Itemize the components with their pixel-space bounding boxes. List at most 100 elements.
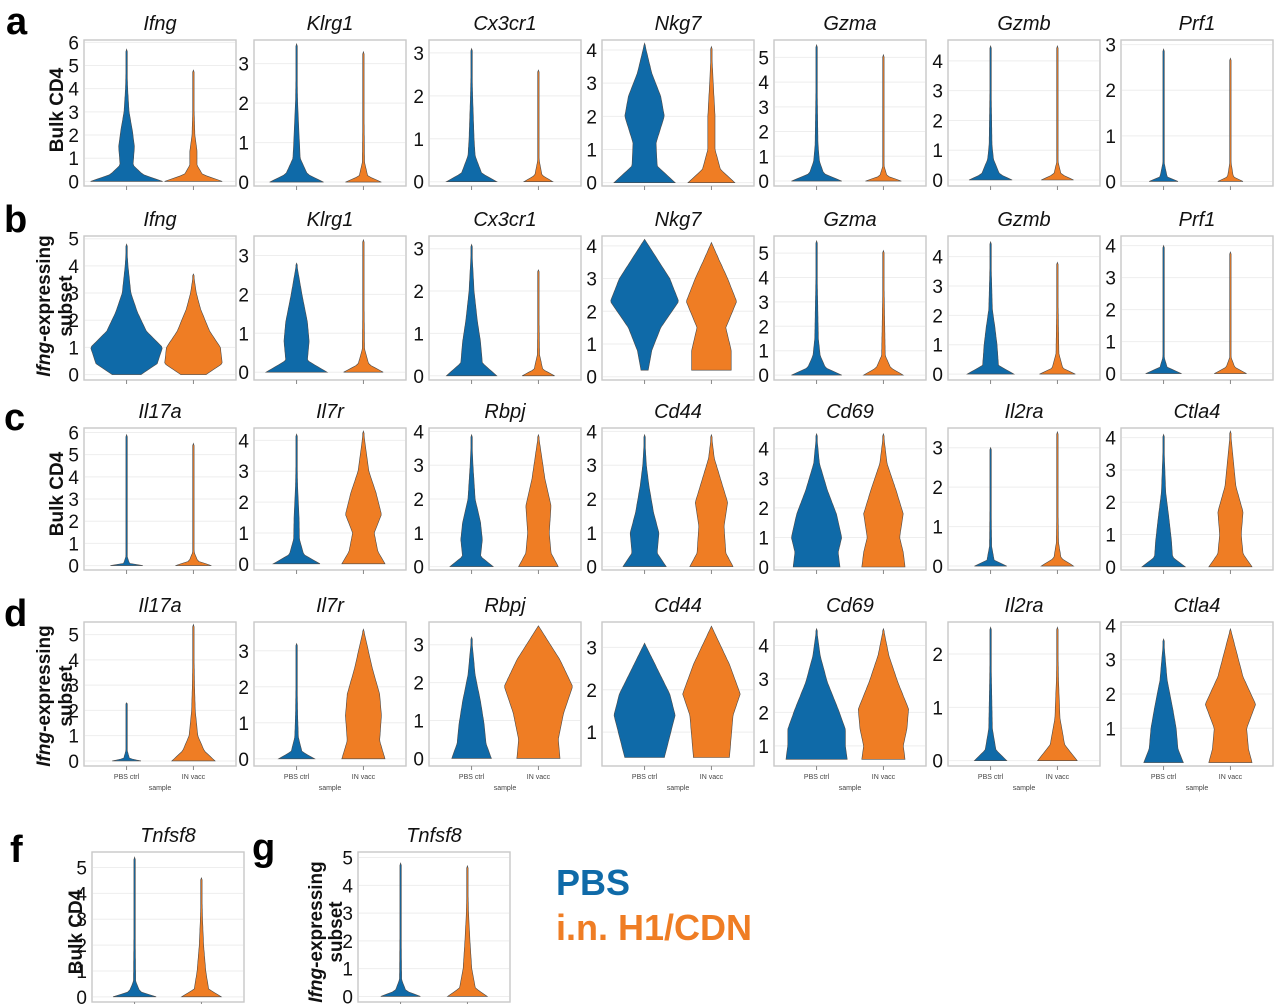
violin-vacc: [682, 625, 741, 758]
y-tick-label: 3: [413, 44, 424, 65]
plot-frame: [601, 427, 755, 571]
violin-pbs: [1141, 433, 1187, 568]
violin-plot-b-nkg7: 0 1 2 3 4 Nkg7: [586, 209, 755, 389]
x-axis-label: sample: [1186, 785, 1209, 792]
panel-letter-b: b: [4, 199, 27, 241]
gene-title: Il2ra: [1005, 401, 1044, 423]
y-tick-label: 2: [68, 512, 79, 533]
violin-vacc: [689, 433, 734, 567]
gene-title: Il17a: [138, 401, 181, 423]
gene-title: Il7r: [316, 401, 345, 423]
x-tick-label: IN vacc: [1219, 774, 1243, 781]
violin-pbs: [1145, 244, 1182, 374]
violin-pbs: [973, 626, 1008, 761]
plot-frame: [947, 235, 1101, 381]
plot-frame: [428, 39, 582, 187]
y-tick-label: 4: [1105, 237, 1116, 258]
y-tick-label: 0: [586, 174, 597, 195]
y-tick-label: 1: [68, 534, 79, 555]
x-tick-label: PBS ctrl: [804, 774, 830, 781]
y-tick-label: 3: [413, 240, 424, 261]
y-tick-label: 3: [68, 676, 79, 697]
y-tick-label: 1: [758, 147, 769, 168]
y-tick-label: 4: [76, 884, 87, 905]
violin-pbs: [380, 862, 421, 997]
plot-frame: [253, 39, 407, 187]
y-tick-label: 2: [758, 703, 769, 724]
violin-vacc: [687, 45, 736, 183]
violin-vacc: [865, 53, 902, 182]
y-tick-label: 5: [76, 859, 87, 880]
y-tick-label: 1: [238, 324, 249, 345]
y-tick-label: 4: [68, 651, 79, 672]
plot-frame: [601, 39, 755, 187]
violin-pbs: [264, 262, 329, 373]
y-tick-label: 2: [413, 282, 424, 303]
y-tick-label: 5: [758, 244, 769, 265]
y-tick-label: 0: [1105, 365, 1116, 386]
violin-plot-c-il7r: 0 1 2 3 4 Il7r: [238, 401, 407, 576]
x-axis-label: sample: [839, 785, 862, 792]
plot-frame: [601, 235, 755, 381]
y-tick-label: 3: [932, 277, 943, 298]
y-tick-label: 5: [68, 56, 79, 77]
violin-plot-a-gzma: 0 1 2 3 4 5 Gzma: [758, 13, 927, 193]
y-tick-label: 2: [413, 490, 424, 511]
plot-frame: [1120, 39, 1274, 187]
violin-vacc: [504, 625, 573, 759]
violin-vacc: [345, 50, 382, 183]
y-tick-label: 5: [68, 230, 79, 251]
violin-plot-a-klrg1: 0 1 2 3 Klrg1: [238, 13, 407, 194]
y-tick-label: 4: [758, 636, 769, 657]
x-axis-label: sample: [1013, 785, 1036, 792]
y-tick-label: 2: [238, 285, 249, 306]
gene-title: Ctla4: [1174, 401, 1221, 423]
violin-plot-b-prf1: 0 1 2 3 4 Prf1: [1105, 209, 1274, 386]
y-tick-label: 0: [586, 368, 597, 389]
y-tick-label: 2: [1105, 493, 1116, 514]
violin-pbs: [451, 636, 492, 759]
x-axis-label: sample: [667, 785, 690, 792]
plot-frame: [773, 621, 927, 767]
y-tick-label: 0: [586, 558, 597, 579]
violin-plot-b-ifng: 0 1 2 3 4 5 Ifng: [68, 209, 237, 387]
y-tick-label: 1: [68, 149, 79, 170]
y-tick-label: 0: [238, 555, 249, 576]
violin-vacc: [518, 433, 559, 567]
y-tick-label: 4: [1105, 616, 1116, 637]
plot-frame: [83, 235, 237, 381]
x-tick-label: PBS ctrl: [114, 774, 140, 781]
y-tick-label: 2: [932, 306, 943, 327]
gene-title: Il2ra: [1005, 595, 1044, 617]
y-tick-label: 1: [586, 723, 597, 744]
y-tick-label: 0: [758, 172, 769, 193]
violin-pbs: [277, 642, 316, 760]
y-tick-label: 1: [1105, 719, 1116, 740]
y-tick-label: 3: [1105, 651, 1116, 672]
violin-pbs: [110, 433, 143, 566]
legend-vaccine: i.n. H1/CDN: [556, 907, 752, 948]
legend-pbs: PBS: [556, 862, 630, 903]
y-tick-label: 2: [758, 499, 769, 520]
y-tick-label: 1: [68, 338, 79, 359]
y-tick-label: 1: [413, 524, 424, 545]
y-tick-label: 4: [586, 41, 597, 62]
violin-pbs: [445, 47, 498, 182]
violin-vacc: [341, 628, 386, 760]
y-tick-label: 2: [238, 678, 249, 699]
gene-title: Ifng: [143, 209, 176, 231]
y-tick-label: 3: [586, 638, 597, 659]
x-tick-label: PBS ctrl: [459, 774, 485, 781]
y-tick-label: 1: [586, 141, 597, 162]
plot-frame: [357, 851, 511, 1003]
y-tick-label: 3: [238, 642, 249, 663]
y-tick-label: 2: [1105, 301, 1116, 322]
y-tick-label: 0: [932, 171, 943, 192]
violin-pbs: [449, 433, 495, 567]
x-axis-label: sample: [494, 785, 517, 792]
plot-frame: [83, 427, 237, 571]
violin-plot-d-rbpj: 0 1 2 3 Rbpj PBS ctrl IN vacc sample: [413, 595, 582, 792]
violin-plot-d-cd69: 1 2 3 4 Cd69 PBS ctrl IN vacc sample: [758, 595, 927, 792]
